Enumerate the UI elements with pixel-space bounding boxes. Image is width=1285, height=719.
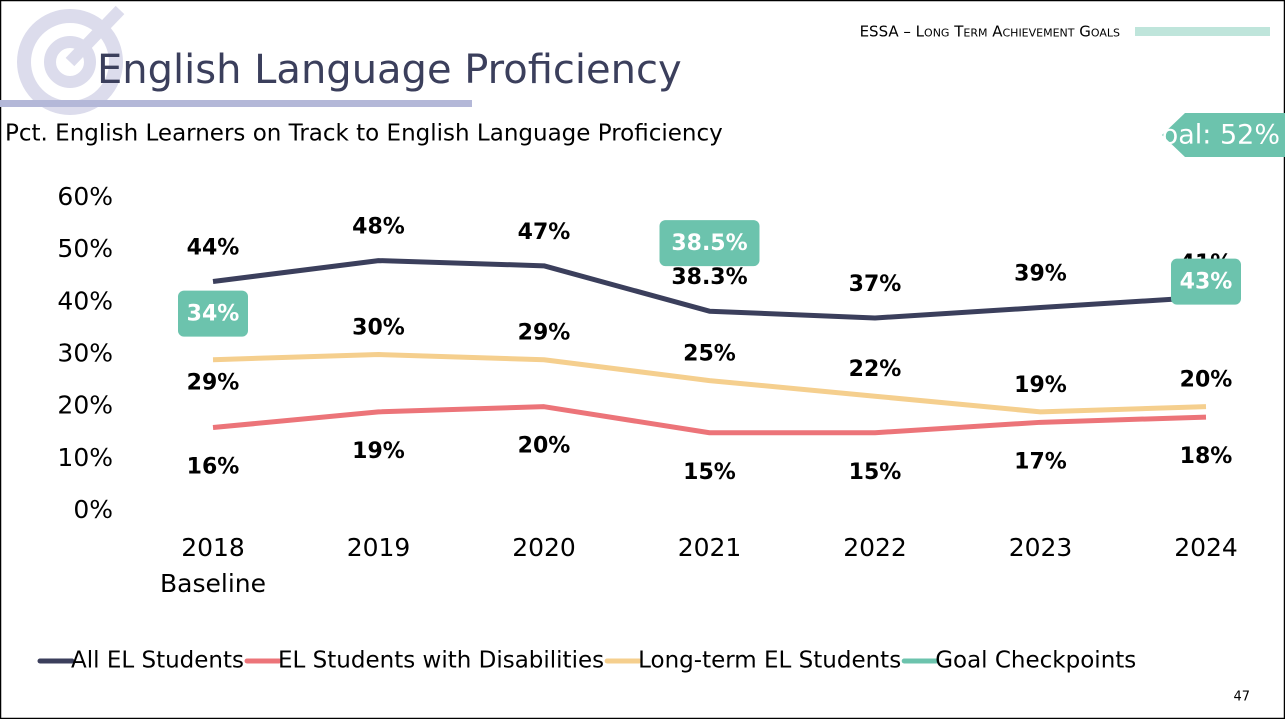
data-label: 25% (683, 342, 736, 367)
data-label: 15% (849, 460, 902, 485)
page-number: 47 (1233, 690, 1250, 705)
x-tick-label: 2023 (1009, 533, 1073, 562)
legend-label: Long-term EL Students (638, 648, 901, 674)
x-tick-label: 2024 (1174, 533, 1238, 562)
goal-box (659, 220, 760, 267)
legend-label: Goal Checkpoints (935, 648, 1136, 674)
series-line (212, 352, 1207, 415)
data-label: 38.3% (671, 265, 747, 290)
data-label: 19% (352, 439, 405, 464)
series-line (212, 258, 1207, 321)
goal-box (1171, 258, 1241, 305)
y-tick-label: 30% (57, 339, 113, 368)
data-label: 37% (849, 272, 902, 297)
data-label: 39% (1014, 262, 1067, 287)
data-label: 48% (352, 215, 405, 240)
goal-box (178, 290, 248, 337)
data-label: 29% (187, 371, 240, 396)
y-tick-label: 10% (57, 443, 113, 472)
title-underline (0, 100, 472, 107)
data-label: 17% (1014, 449, 1067, 474)
y-tick-label: 40% (57, 286, 113, 315)
x-tick-label: 2022 (843, 533, 907, 562)
data-label: 16% (187, 455, 240, 480)
y-tick-label: 0% (73, 495, 113, 524)
data-label: 44% (187, 235, 240, 260)
x-tick-label: 2021 (678, 533, 742, 562)
data-label: 47% (518, 220, 571, 245)
legend-label: EL Students with Disabilities (278, 648, 604, 674)
series-line (212, 404, 1207, 436)
slide-title: English Language Proficiency (97, 47, 682, 93)
data-label: 19% (1014, 373, 1067, 398)
data-label: 29% (518, 321, 571, 346)
header-bar (1135, 27, 1270, 36)
data-label: 22% (849, 357, 902, 382)
goal-callout-shape (1162, 113, 1285, 157)
chart-title: Pct. English Learners on Track to Englis… (5, 121, 723, 147)
y-tick-label: 60% (57, 182, 113, 211)
logo (17, 5, 125, 115)
y-tick-label: 50% (57, 234, 113, 263)
goal-callout: 2030 Goal: 52% (1064, 120, 1280, 151)
header: ESSA – Long Term Achievement Goals (860, 23, 1120, 41)
data-label: 30% (352, 316, 405, 341)
data-label: 20% (518, 434, 571, 459)
data-label: 43% (1180, 270, 1233, 295)
data-label: 38.5% (671, 231, 747, 256)
x-tick-label: 2019 (347, 533, 411, 562)
data-label: 34% (187, 302, 240, 327)
data-label: 18% (1180, 444, 1233, 469)
y-tick-label: 20% (57, 391, 113, 420)
x-tick-label: 2018 (181, 533, 245, 562)
legend-label: All EL Students (71, 648, 244, 674)
data-label: 15% (683, 460, 736, 485)
x-annotation: Baseline (160, 569, 266, 598)
data-label: 20% (1180, 368, 1233, 393)
x-tick-label: 2020 (512, 533, 576, 562)
